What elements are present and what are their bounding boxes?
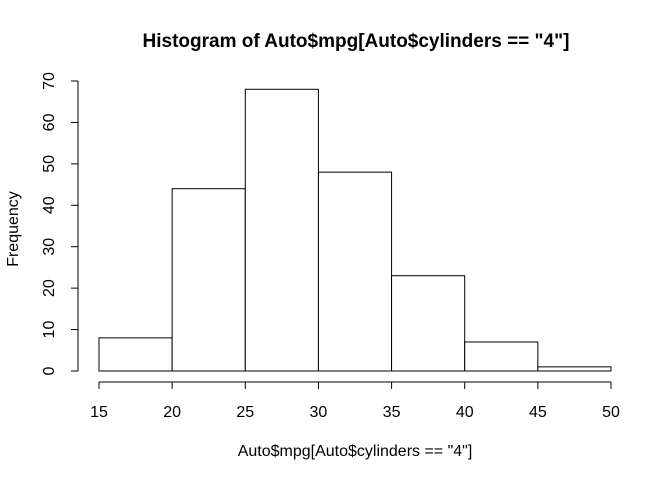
x-tick-label-30: 30 <box>310 404 328 421</box>
histogram-bar-35-40 <box>391 275 466 372</box>
y-tick-label-10: 10 <box>41 321 58 339</box>
y-tick-label-70: 70 <box>41 72 58 90</box>
histogram-bar-25-30 <box>244 88 319 372</box>
y-tick-label-20: 20 <box>41 279 58 297</box>
y-axis-label: Frequency <box>5 191 22 267</box>
histogram-bar-40-45 <box>464 341 539 372</box>
y-tick-label-60: 60 <box>41 113 58 131</box>
histogram-bar-45-50 <box>537 366 612 372</box>
y-axis: 0 10 20 30 40 50 60 70 <box>41 72 79 375</box>
y-tick-label-50: 50 <box>41 155 58 173</box>
y-tick-label-40: 40 <box>41 196 58 214</box>
x-tick-label-25: 25 <box>236 404 254 421</box>
histogram-bar-30-35 <box>317 171 393 372</box>
x-tick-label-50: 50 <box>602 404 620 421</box>
x-axis-label: Auto$mpg[Auto$cylinders == "4"] <box>238 443 473 460</box>
x-tick-label-45: 45 <box>529 404 547 421</box>
chart-title: Histogram of Auto$mpg[Auto$cylinders == … <box>143 31 570 52</box>
x-tick-label-15: 15 <box>90 404 108 421</box>
x-tick-label-35: 35 <box>383 404 401 421</box>
histogram-bar-20-25 <box>171 188 246 372</box>
bars-layer <box>98 88 612 372</box>
x-tick-label-40: 40 <box>456 404 474 421</box>
histogram-bar-15-20 <box>98 337 173 372</box>
x-tick-label-20: 20 <box>163 404 181 421</box>
y-tick-label-0: 0 <box>41 366 58 375</box>
y-tick-label-30: 30 <box>41 238 58 256</box>
x-axis: 15 20 25 30 35 40 45 50 <box>90 381 620 421</box>
